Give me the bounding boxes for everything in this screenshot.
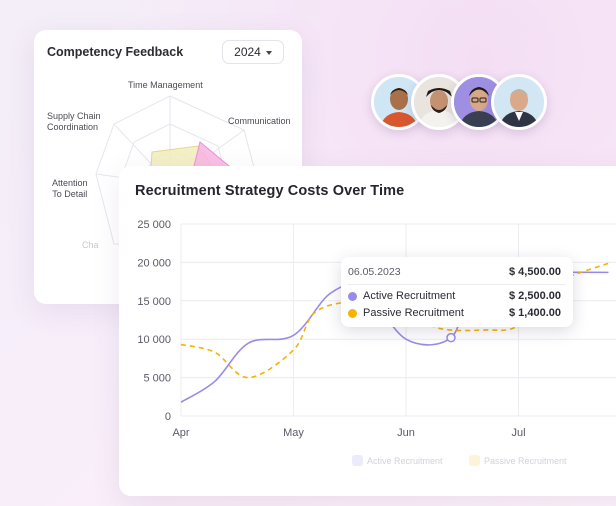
tooltip-passive-value: $ 1,400.00 — [509, 307, 561, 319]
x-tick-label: May — [283, 427, 304, 439]
tooltip-total: $ 4,500.00 — [509, 266, 561, 278]
radar-label-attention: Attention To Detail — [52, 178, 88, 200]
legend-passive-label: Passive Recruitment — [484, 455, 567, 466]
y-tick-label: 0 — [165, 411, 171, 423]
line-chart[interactable]: 0 5 000 10 000 15 000 20 000 25 000 Apr May Jun J… — [119, 166, 616, 496]
legend-passive-checkbox-icon — [469, 455, 480, 466]
year-value: 2024 — [234, 45, 261, 59]
person-4-icon — [494, 77, 544, 127]
chart-tooltip: 06.05.2023 $ 4,500.00 Active Recruitment… — [341, 257, 573, 327]
hover-point-marker[interactable] — [446, 332, 456, 343]
tooltip-active-label: Active Recruitment — [363, 290, 456, 302]
y-tick-label: 25 000 — [137, 219, 171, 231]
active-dot-icon — [348, 291, 357, 301]
radar-label-time-management: Time Management — [128, 80, 203, 90]
legend-active-label: Active Recruitment — [367, 455, 443, 466]
chart-title: Recruitment Strategy Costs Over Time — [135, 183, 405, 199]
tooltip-passive-label: Passive Recruitment — [363, 307, 464, 319]
y-tick-label: 5 000 — [143, 373, 171, 385]
x-tick-label: Apr — [172, 427, 189, 439]
y-tick-label: 10 000 — [137, 334, 171, 346]
y-tick-label: 15 000 — [137, 296, 171, 308]
radar-label-supply-chain-line2: Coordination — [47, 122, 99, 132]
legend-passive[interactable]: Passive Recruitment — [469, 455, 567, 466]
tooltip-active-value: $ 2,500.00 — [509, 290, 561, 302]
tooltip-divider — [348, 284, 566, 285]
legend-active-checkbox-icon — [352, 455, 363, 466]
radar-label-supply-chain-line1: Supply Chain — [47, 111, 101, 121]
radar-label-attention-line1: Attention — [52, 178, 88, 188]
caret-down-icon — [265, 50, 272, 55]
radar-label-supply-chain: Supply Chain Coordination — [47, 111, 101, 133]
competency-title: Competency Feedback — [47, 45, 184, 59]
radar-label-communication: Communication — [228, 116, 291, 126]
recruitment-costs-card: Recruitment Strategy Costs Over Time 0 5 … — [119, 166, 616, 496]
radar-label-partial: Cha — [82, 240, 99, 250]
avatar-person-4[interactable] — [491, 74, 547, 130]
radar-label-attention-line2: To Detail — [52, 189, 88, 199]
tooltip-date: 06.05.2023 — [348, 266, 401, 278]
year-select[interactable]: 2024 — [222, 40, 284, 64]
y-tick-label: 20 000 — [137, 257, 171, 269]
x-tick-label: Jul — [511, 427, 525, 439]
x-tick-label: Jun — [397, 427, 415, 439]
passive-dot-icon — [348, 308, 357, 318]
legend-active[interactable]: Active Recruitment — [352, 455, 443, 466]
